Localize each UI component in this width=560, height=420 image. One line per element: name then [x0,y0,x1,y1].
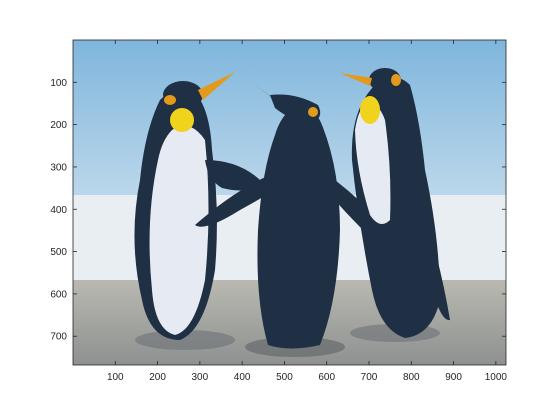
x-tick-label: 800 [403,372,420,383]
penguin-right-chest-patch [360,96,380,124]
x-tick-label: 900 [445,372,462,383]
penguin-left-chest-patch [170,108,194,132]
y-tick-label: 300 [50,162,67,173]
y-tick-label: 500 [50,247,67,258]
x-tick-label: 100 [107,372,124,383]
x-tick-label: 700 [361,372,378,383]
x-tick-label: 200 [149,372,166,383]
y-tick-label: 200 [50,120,67,131]
x-tick-label: 400 [234,372,251,383]
penguin-middle-ear-patch [308,107,318,117]
penguin-left-ear-patch [164,95,176,105]
plot-area [73,40,506,365]
y-tick-label: 100 [50,78,67,89]
x-tick-label: 600 [318,372,335,383]
penguin-right-ear-patch [391,74,401,86]
y-tick-label: 700 [50,332,67,343]
x-tick-label: 300 [192,372,209,383]
y-tick-label: 600 [50,289,67,300]
x-tick-label: 1000 [485,372,508,383]
y-tick-label: 400 [50,205,67,216]
x-tick-label: 500 [276,372,293,383]
